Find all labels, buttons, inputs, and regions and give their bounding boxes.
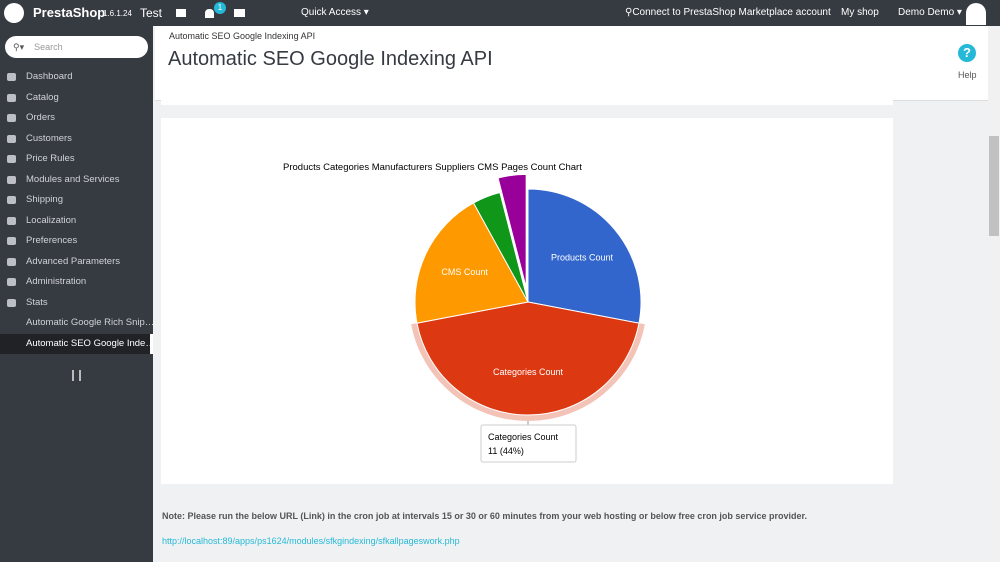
slice-label: Categories Count [493, 367, 564, 377]
user-name: Demo Demo [898, 7, 955, 18]
pie-slice [472, 191, 529, 303]
menu-item[interactable]: Advanced Parameters [0, 252, 153, 272]
menu-item[interactable]: Localization [0, 211, 153, 231]
scrollbar[interactable] [988, 26, 1000, 562]
menu-label: Modules and Services [26, 173, 120, 185]
menu-item[interactable]: Catalog [0, 88, 153, 108]
menu-icon [7, 237, 16, 245]
breadcrumb[interactable]: Automatic SEO Google Indexing API [169, 31, 316, 41]
scroll-thumb[interactable] [989, 136, 999, 236]
menu-icon [7, 257, 16, 266]
menu-item[interactable]: Preferences [0, 231, 153, 251]
menu-label: Automatic SEO Google Inde… [26, 337, 155, 349]
menu-label: Advanced Parameters [26, 255, 120, 267]
help-label[interactable]: Help [958, 70, 977, 80]
badge: 1 [214, 2, 226, 14]
menu-icon [7, 196, 16, 204]
my-shop[interactable]: My shop [841, 7, 879, 18]
user-menu[interactable]: Demo Demo ▾ [898, 7, 962, 18]
menu-label: Preferences [26, 235, 78, 246]
cart-icon[interactable] [176, 9, 186, 17]
menu-label: Catalog [26, 91, 59, 103]
menu-label: Administration [26, 276, 87, 287]
pie-slice [414, 202, 529, 324]
mail-icon[interactable] [234, 9, 245, 17]
menu-icon [7, 216, 16, 225]
pie-slice [416, 301, 640, 416]
sidebar: ⚲▾ Search Dashboard Catalog Orders Customers… [0, 26, 155, 562]
pie-slice [527, 188, 642, 324]
page-header: Automatic SEO Google Indexing API Automa… [155, 26, 988, 101]
menu-item[interactable]: Administration [0, 272, 153, 292]
panel-edge [161, 100, 893, 105]
note: Note: Please run the below URL (Link) in… [162, 511, 807, 521]
tooltip-title: Categories Count [488, 432, 559, 442]
search-placeholder: Search [34, 42, 63, 52]
menu-item[interactable]: Automatic Google Rich Snip… [0, 313, 155, 333]
shop-name[interactable]: Test [140, 6, 163, 20]
menu-label: Stats [26, 296, 48, 308]
menu-item[interactable]: Modules and Services [0, 170, 153, 190]
menu-label: Orders [26, 112, 56, 123]
slice-label: CMS Count [441, 267, 488, 277]
menu-item[interactable]: Stats [0, 293, 153, 313]
chart-title: Products Categories Manufacturers Suppli… [283, 162, 582, 173]
collapse-toggle[interactable] [72, 370, 81, 381]
chart-panel: Products Categories Manufacturers Suppli… [161, 118, 893, 484]
quick-access-label: Quick Access [301, 7, 362, 18]
menu-icon [7, 114, 16, 122]
menu-item[interactable]: Customers [0, 129, 153, 149]
connect-label: Connect to PrestaShop Marketplace accoun… [632, 7, 831, 18]
menu-icon [7, 175, 16, 184]
brand[interactable]: PrestaShop [33, 5, 106, 20]
menu-item[interactable]: Automatic SEO Google Inde… [0, 333, 155, 354]
tooltip-value: 11 (44%) [488, 446, 524, 456]
menu-label: Price Rules [26, 153, 75, 164]
menu-label: Localization [26, 214, 77, 226]
slice-label: Products Count [551, 252, 614, 262]
help-icon[interactable]: ? [958, 44, 976, 62]
cron-link[interactable]: http://localhost:89/apps/ps1624/modules/… [162, 536, 460, 546]
menu-item[interactable]: Dashboard [0, 67, 153, 87]
tooltip [480, 424, 577, 463]
avatar[interactable] [966, 3, 986, 25]
menu-item[interactable]: Orders [0, 108, 153, 128]
menu-label: Automatic Google Rich Snip… [26, 317, 155, 328]
menu-icon [7, 298, 16, 307]
menu-icon [7, 134, 16, 143]
logo[interactable] [4, 3, 24, 23]
connect-link[interactable]: ⚲Connect to PrestaShop Marketplace accou… [625, 7, 831, 18]
search-box[interactable]: ⚲▾ Search [5, 36, 148, 58]
menu-icon [7, 155, 16, 163]
menu-icon [7, 278, 16, 286]
chart: Products Categories Manufacturers Suppli… [283, 162, 645, 463]
menu-label: Shipping [26, 194, 63, 205]
pie-slice [497, 173, 527, 288]
menu-label: Customers [26, 132, 72, 144]
version: 1.6.1.24 [103, 9, 132, 18]
menu-item[interactable]: Price Rules [0, 149, 153, 169]
menu-icon [7, 73, 16, 81]
quick-access[interactable]: Quick Access ▾ [301, 7, 369, 18]
menu-label: Dashboard [26, 71, 73, 82]
menu-icon [7, 93, 16, 102]
user-icon[interactable] [205, 9, 214, 18]
page-title: Automatic SEO Google Indexing API [168, 48, 493, 70]
top-bar: PrestaShop 1.6.1.24 Test 1 Quick Access … [0, 0, 1000, 26]
menu-item[interactable]: Shipping [0, 190, 153, 210]
